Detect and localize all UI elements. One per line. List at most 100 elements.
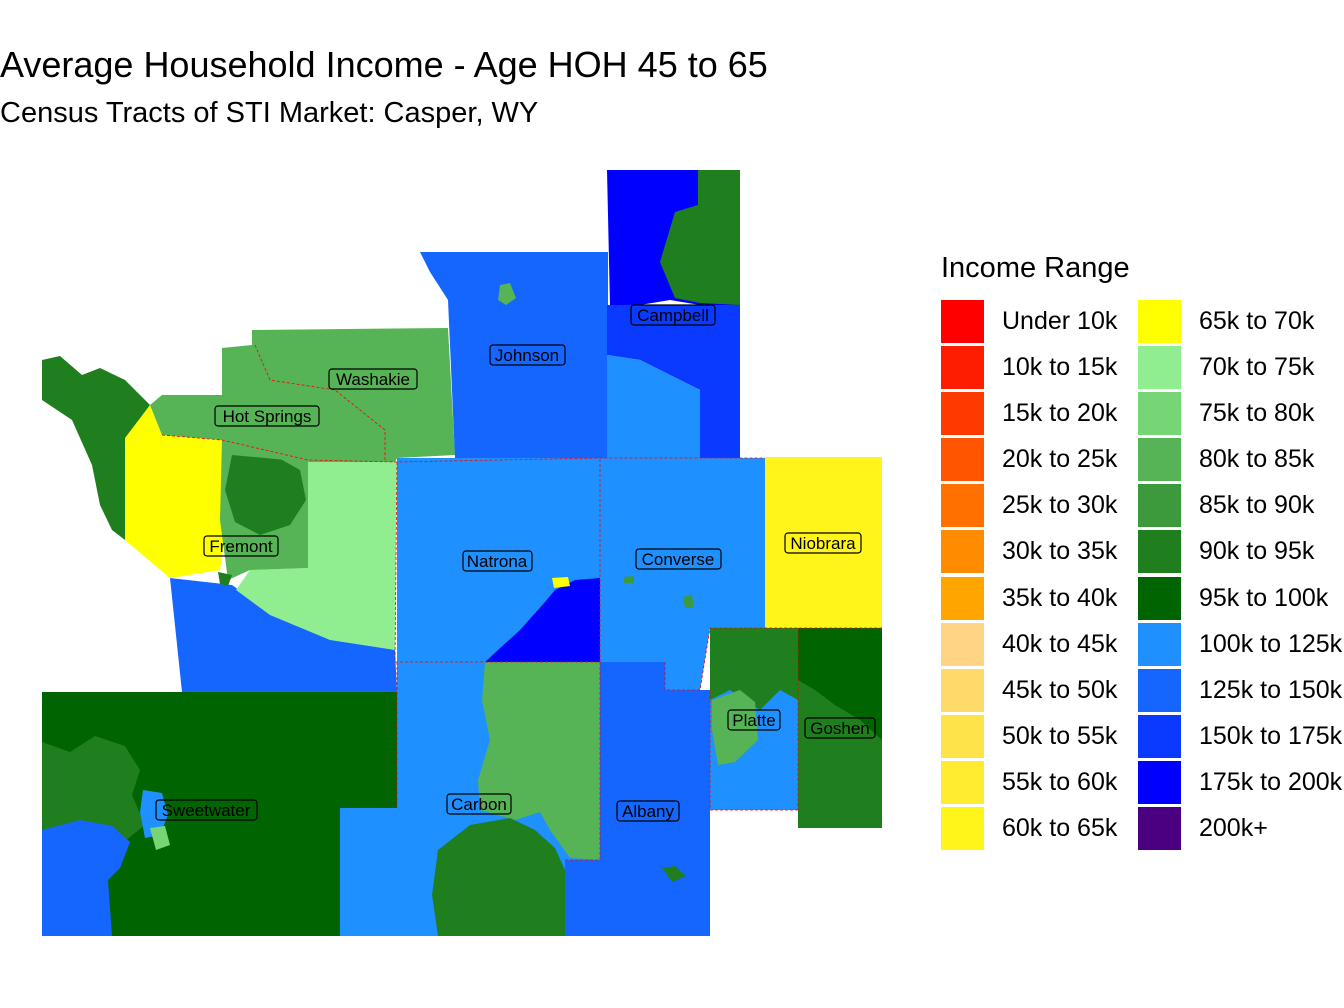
svg-text:Natrona: Natrona	[467, 552, 528, 571]
legend-swatch	[1138, 576, 1181, 620]
legend-label: 80k to 85k	[1199, 445, 1315, 474]
tract-fremont-west	[42, 356, 150, 540]
county-label-johnson: Johnson	[489, 344, 566, 366]
svg-text:Washakie: Washakie	[336, 370, 410, 389]
legend-label: 95k to 100k	[1199, 583, 1329, 612]
county-label-converse: Converse	[635, 548, 722, 570]
svg-text:Albany: Albany	[622, 802, 674, 821]
legend-label: 85k to 90k	[1199, 491, 1315, 520]
svg-text:Johnson: Johnson	[495, 346, 559, 365]
legend-label: 90k to 95k	[1199, 537, 1315, 566]
svg-text:Campbell: Campbell	[637, 306, 709, 325]
legend-label: 40k to 45k	[1002, 629, 1118, 658]
legend-label: 35k to 40k	[1002, 583, 1118, 612]
tract-rock-springs-2	[150, 826, 170, 850]
county-label-washakie: Washakie	[328, 368, 418, 390]
county-label-goshen: Goshen	[804, 717, 876, 739]
legend-title: Income Range	[941, 252, 1130, 284]
legend-swatch	[941, 300, 984, 343]
legend-label: 70k to 75k	[1199, 353, 1315, 382]
tract-sweetwater-sw	[42, 820, 130, 936]
legend-swatch	[941, 576, 984, 620]
tract-carbon-center	[478, 662, 600, 860]
legend-label: 150k to 175k	[1199, 721, 1343, 750]
tract-fremont-east	[236, 462, 397, 650]
legend-label: 20k to 25k	[1002, 445, 1118, 474]
tract-goshen-north	[798, 628, 882, 740]
legend-swatch	[1138, 530, 1181, 574]
legend-label: 55k to 60k	[1002, 767, 1118, 796]
tract-campbell-south	[607, 355, 700, 458]
legend-swatch	[1138, 760, 1181, 804]
legend-label: 175k to 200k	[1199, 767, 1343, 796]
legend-swatch	[1138, 622, 1181, 666]
tract-carbon-south	[432, 818, 565, 936]
legend-swatch	[1138, 714, 1181, 758]
legend-swatch	[941, 438, 984, 482]
svg-text:Fremont: Fremont	[209, 537, 273, 556]
tract-casper-east	[485, 578, 600, 662]
county-label-albany: Albany	[616, 800, 680, 822]
legend-swatch	[941, 346, 984, 390]
county-label-hot-springs: Hot Springs	[214, 405, 320, 427]
tract-rock-springs	[140, 790, 168, 838]
legend-label: 60k to 65k	[1002, 814, 1118, 843]
legend-swatch	[941, 714, 984, 758]
legend-swatch	[941, 484, 984, 528]
legend-swatch	[1138, 392, 1181, 436]
legend-swatch	[941, 668, 984, 712]
legend-label: 200k+	[1199, 814, 1268, 843]
legend-swatch	[1138, 484, 1181, 528]
svg-text:Niobrara: Niobrara	[790, 534, 856, 553]
county-label-campbell: Campbell	[630, 304, 716, 326]
tract-douglas	[683, 595, 694, 608]
tract-campbell-mid	[607, 305, 740, 458]
legend-label: 30k to 35k	[1002, 537, 1118, 566]
tract-sweetwater-main	[42, 692, 397, 936]
legend-swatch	[1138, 438, 1181, 482]
tract-niobrara	[765, 457, 882, 628]
county-boundaries	[161, 344, 882, 861]
county-label-fremont: Fremont	[203, 535, 279, 557]
map-title: Average Household Income - Age HOH 45 to…	[0, 44, 768, 85]
legend-label: 100k to 125k	[1199, 629, 1343, 658]
tract-laramie	[662, 866, 686, 882]
legend-label: Under 10k	[1002, 307, 1118, 335]
tract-campbell-ne	[660, 170, 740, 305]
county-labels: Campbell Johnson Washakie Hot Springs Fr…	[155, 304, 876, 822]
legend-swatch	[941, 530, 984, 574]
map-subtitle: Census Tracts of STI Market: Casper, WY	[0, 97, 539, 129]
county-label-sweetwater: Sweetwater	[155, 799, 258, 821]
tract-wind-river	[225, 452, 306, 535]
tract-buffalo	[498, 283, 516, 305]
svg-text:Platte: Platte	[732, 711, 775, 730]
legend-label: 65k to 70k	[1199, 307, 1315, 335]
tract-platte-north	[710, 628, 798, 710]
tract-casper-center	[552, 577, 570, 588]
tract-hot-springs	[150, 328, 455, 462]
legend-label: 15k to 20k	[1002, 399, 1118, 428]
svg-text:Converse: Converse	[642, 550, 715, 569]
legend-swatch	[1138, 300, 1181, 343]
legend-label: 10k to 15k	[1002, 353, 1118, 382]
tract-fremont-south	[170, 578, 397, 692]
svg-text:Goshen: Goshen	[810, 719, 870, 738]
legend-label: 75k to 80k	[1199, 399, 1315, 428]
legend-swatch	[941, 760, 984, 804]
legend-label: 25k to 30k	[1002, 491, 1118, 520]
legend-swatch	[941, 807, 984, 851]
legend-label: 125k to 150k	[1199, 675, 1343, 704]
legend-swatch	[941, 392, 984, 436]
svg-text:Carbon: Carbon	[451, 795, 507, 814]
county-label-platte: Platte	[727, 709, 781, 731]
census-tract-polygons	[42, 170, 882, 936]
tract-lander	[218, 572, 232, 586]
legend-swatch	[1138, 807, 1181, 851]
legend-swatch	[1138, 668, 1181, 712]
county-label-niobrara: Niobrara	[784, 532, 862, 554]
legend-swatch	[941, 622, 984, 666]
tract-glenrock	[624, 576, 634, 583]
tract-fremont-yellow	[125, 405, 230, 578]
legend-label: 45k to 50k	[1002, 675, 1118, 704]
